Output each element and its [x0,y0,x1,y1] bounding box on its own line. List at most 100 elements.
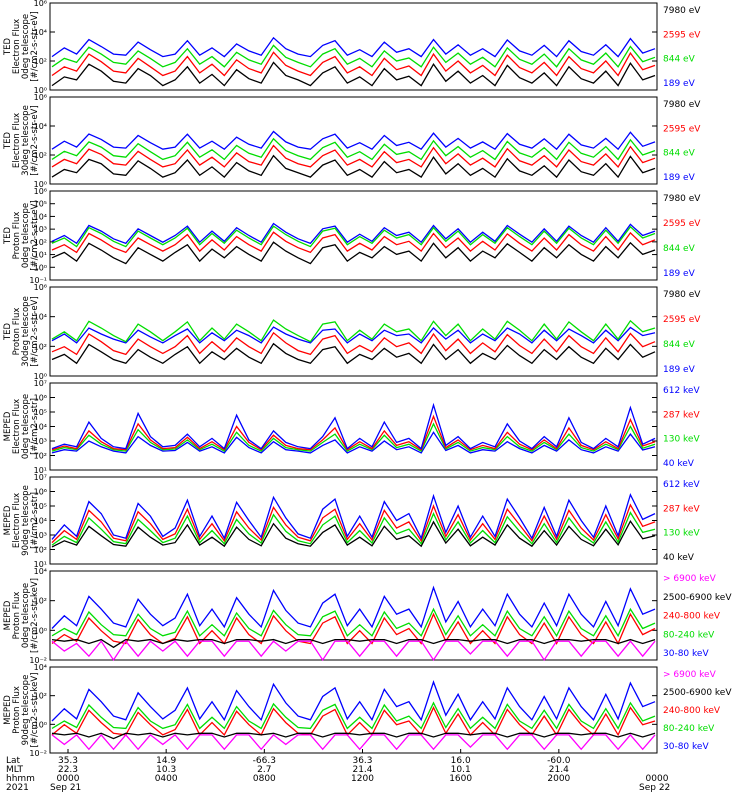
y-tick-label: 10⁶ [34,488,47,497]
legend-entry: 240-800 keV [663,612,721,622]
y-axis-label-line: 90deg telescope [21,675,31,746]
legend-entry: 2500-6900 keV [663,688,732,698]
axis-row-value: 35.3 [58,756,78,766]
y-axis-label-line: MEPED [3,695,13,725]
y-tick-label: 10⁰ [34,263,47,272]
series-line [51,422,656,453]
legend-entry: 80-240 keV [663,630,715,640]
series-line [51,231,656,254]
axis-row-value: 2.7 [257,765,271,775]
axis-row-value: 21.4 [352,765,372,775]
year-label: 2021 [6,783,29,793]
legend-entry: 7980 eV [663,6,701,16]
y-axis-label-line: Electron Flux [12,113,22,168]
series-line [51,414,656,451]
axis-row-value: -60.0 [547,756,571,766]
legend-entry: 7980 eV [663,194,701,204]
legend-entry: 2500-6900 keV [663,593,732,603]
axis-row-value: 36.3 [352,756,372,766]
y-axis-label-line: 0deg telescope [21,394,31,459]
y-axis-label: TEDProton Flux0deg telescope[#/cm2-s-str… [3,200,40,270]
axis-row-value: 0800 [253,774,276,784]
y-axis-label-line: [#/cm2-s-str] [30,398,40,455]
legend-entry: 189 eV [663,79,696,89]
y-axis-label-line: 90deg telescope [21,485,31,556]
y-tick-label: 10² [34,597,47,606]
y-tick-label: 10⁴ [34,28,47,37]
axis-row-value: -66.3 [253,756,276,766]
legend-entry: 287 keV [663,504,700,514]
series-line [51,319,656,343]
series-line [51,511,656,546]
y-tick-label: 10³ [34,531,47,540]
legend-entry: 2595 eV [663,315,701,325]
legend-entry: 130 keV [663,435,700,445]
series-line [51,680,656,722]
start-date-label: Sep 21 [50,783,81,793]
legend-entry: 2595 eV [663,124,701,134]
legend-entry: 189 eV [663,365,696,375]
series-line [51,44,656,68]
legend-entry: > 6900 keV [663,574,717,584]
panel-frame [49,570,658,661]
y-axis-label: MEPEDElectron Flux90deg telescope[#/cm2-… [3,485,40,556]
series-line [51,402,656,450]
legend-entry: 80-240 keV [663,724,715,734]
axis-row-value: 14.9 [156,756,176,766]
y-tick-label: 10⁵ [34,502,47,511]
y-tick-label: 10² [34,546,47,555]
legend-entry: 7980 eV [663,100,701,110]
panel-6: 10¹ 10² 10³ 10⁴ 10⁵ 10⁶ 10⁷ MEPEDElectron Flux9… [3,473,700,569]
legend-entry: 2595 eV [663,30,701,40]
y-tick-label: 10² [34,692,47,701]
series-line [51,733,656,751]
axis-row-value: 1200 [351,774,374,784]
panel-5: 10¹ 10² 10³ 10⁴ 10⁵ 10⁶ 10⁷ MEPEDElectron Flux0… [3,379,700,475]
y-tick-label: 10⁴ [34,567,47,576]
panel-1: 10⁰ 10² 10⁴ 10⁶ TEDElectron Flux0deg telesco… [3,0,701,95]
series-line [51,241,656,265]
y-axis-label-line: TED [3,131,13,150]
legend-entry: 844 eV [663,149,696,159]
axis-row-value: 16.0 [451,756,471,766]
y-axis-label: TEDProton Flux30deg telescope[#/cm2-s-st… [3,296,40,367]
y-tick-label: 10⁴ [34,423,47,432]
axis-row-value: 10.3 [156,765,176,775]
y-tick-label: 10⁰ [34,372,47,381]
y-axis-label-line: 30deg telescope [21,296,31,367]
y-tick-label: 10⁰ [34,86,47,95]
legend-entry: 189 eV [663,173,696,183]
y-tick-label: 10⁴ [34,313,47,322]
series-line [51,154,656,179]
y-axis-label-line: [#/cm2-s-str-eV] [30,105,40,175]
axis-row-value: 1600 [449,774,472,784]
y-tick-label: 10⁰ [34,720,47,729]
y-tick-label: 10⁶ [34,283,47,292]
y-tick-label: 10¹ [34,560,47,569]
y-axis-label-line: MEPED [3,411,13,441]
y-tick-label: 10⁴ [34,122,47,131]
legend-entry: 844 eV [663,244,696,254]
series-line [51,638,656,649]
y-tick-label: 10⁶ [34,0,47,8]
axis-row-label: MLT [6,765,24,775]
y-tick-label: 10⁷ [34,473,47,482]
axis-row-value: 10.1 [451,765,471,775]
y-axis-label-line: [#/cm2-s-str] [30,492,40,549]
y-axis-label-line: Proton Flux [12,308,22,356]
legend-entry: 287 keV [663,410,700,420]
y-axis-label-line: TED [3,322,13,341]
axis-row-value: 2000 [547,774,570,784]
axis-row-label: hhmm [6,774,35,784]
axis-row-value: 0000 [646,774,669,784]
series-line [51,137,656,161]
y-tick-label: 10⁶ [34,394,47,403]
legend-entry: 30-80 keV [663,649,709,659]
y-axis-label: MEPEDProton Flux0deg telescope[#/cm2-s-s… [3,578,40,653]
panel-frame [49,96,658,185]
series-line [51,640,656,662]
y-axis-label-line: Electron Flux [12,399,22,454]
y-tick-label: 10² [34,342,47,351]
